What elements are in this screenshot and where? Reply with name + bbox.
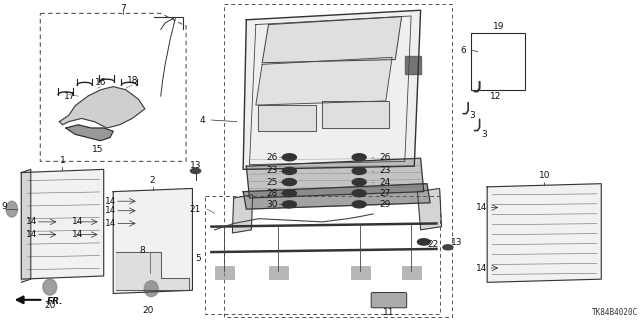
Polygon shape — [243, 184, 430, 209]
Text: 12: 12 — [490, 92, 502, 101]
Text: 14: 14 — [72, 217, 83, 226]
Text: 14: 14 — [26, 217, 37, 226]
Polygon shape — [487, 184, 601, 282]
Text: 14: 14 — [105, 219, 116, 228]
Ellipse shape — [282, 201, 296, 208]
Text: 14: 14 — [26, 230, 37, 239]
Bar — [404, 56, 420, 74]
Text: 11: 11 — [383, 308, 395, 317]
Text: 18: 18 — [127, 76, 138, 85]
Ellipse shape — [6, 201, 17, 217]
Text: 3: 3 — [469, 111, 475, 120]
Text: 30: 30 — [266, 200, 278, 209]
Text: 24: 24 — [380, 178, 390, 187]
Text: 22: 22 — [427, 240, 438, 249]
Ellipse shape — [43, 279, 57, 295]
Text: 16: 16 — [95, 78, 106, 87]
Polygon shape — [21, 169, 104, 279]
Text: 8: 8 — [139, 246, 145, 255]
Text: 4: 4 — [199, 116, 205, 124]
Bar — [205, 196, 440, 314]
Text: 5: 5 — [195, 254, 201, 263]
Polygon shape — [232, 195, 253, 233]
Polygon shape — [243, 10, 420, 169]
Text: 20: 20 — [44, 301, 56, 310]
Text: 19: 19 — [493, 22, 504, 31]
Text: 14: 14 — [105, 197, 116, 206]
FancyBboxPatch shape — [371, 292, 406, 308]
Polygon shape — [66, 125, 113, 141]
Text: FR.: FR. — [47, 297, 63, 306]
Text: 25: 25 — [267, 178, 278, 187]
Polygon shape — [246, 158, 424, 198]
Ellipse shape — [352, 154, 366, 161]
Text: 13: 13 — [451, 238, 463, 247]
Ellipse shape — [352, 179, 366, 186]
Text: 21: 21 — [189, 204, 201, 214]
Text: TK84B4020C: TK84B4020C — [592, 308, 638, 317]
Text: 23: 23 — [380, 166, 391, 175]
Text: 17: 17 — [63, 92, 75, 101]
Ellipse shape — [352, 190, 366, 197]
Bar — [351, 267, 370, 279]
Text: 7: 7 — [120, 4, 125, 13]
Polygon shape — [21, 169, 31, 282]
Ellipse shape — [352, 201, 366, 208]
Text: 20: 20 — [142, 306, 154, 315]
Polygon shape — [256, 57, 392, 105]
Polygon shape — [323, 101, 389, 128]
Text: 1: 1 — [60, 156, 65, 164]
Ellipse shape — [144, 281, 158, 297]
Polygon shape — [60, 87, 145, 128]
Text: 14: 14 — [72, 230, 83, 239]
Circle shape — [443, 245, 453, 250]
Bar — [402, 267, 420, 279]
Polygon shape — [258, 105, 316, 131]
Text: 28: 28 — [267, 189, 278, 198]
Text: 13: 13 — [190, 161, 202, 170]
Polygon shape — [262, 17, 402, 63]
Ellipse shape — [282, 179, 296, 186]
Text: 9: 9 — [1, 203, 7, 212]
Text: 2: 2 — [150, 176, 156, 185]
Text: 23: 23 — [267, 166, 278, 175]
Polygon shape — [417, 188, 442, 230]
Ellipse shape — [282, 190, 296, 197]
Circle shape — [191, 168, 201, 173]
Text: 14: 14 — [476, 203, 487, 212]
Text: 14: 14 — [105, 206, 116, 215]
Text: 6: 6 — [461, 45, 467, 54]
Bar — [471, 33, 525, 90]
Text: 26: 26 — [380, 153, 391, 162]
Text: 26: 26 — [267, 153, 278, 162]
Polygon shape — [113, 188, 193, 293]
Ellipse shape — [282, 154, 296, 161]
Text: 3: 3 — [481, 130, 486, 139]
Bar — [214, 267, 234, 279]
Text: 14: 14 — [476, 263, 487, 273]
Text: 10: 10 — [538, 171, 550, 180]
Text: 15: 15 — [92, 146, 103, 155]
Text: 29: 29 — [380, 200, 391, 209]
Ellipse shape — [282, 167, 296, 174]
Ellipse shape — [352, 167, 366, 174]
Circle shape — [417, 239, 430, 245]
Bar — [224, 4, 452, 317]
Polygon shape — [116, 252, 189, 290]
Text: 27: 27 — [380, 189, 391, 198]
Bar — [269, 267, 287, 279]
